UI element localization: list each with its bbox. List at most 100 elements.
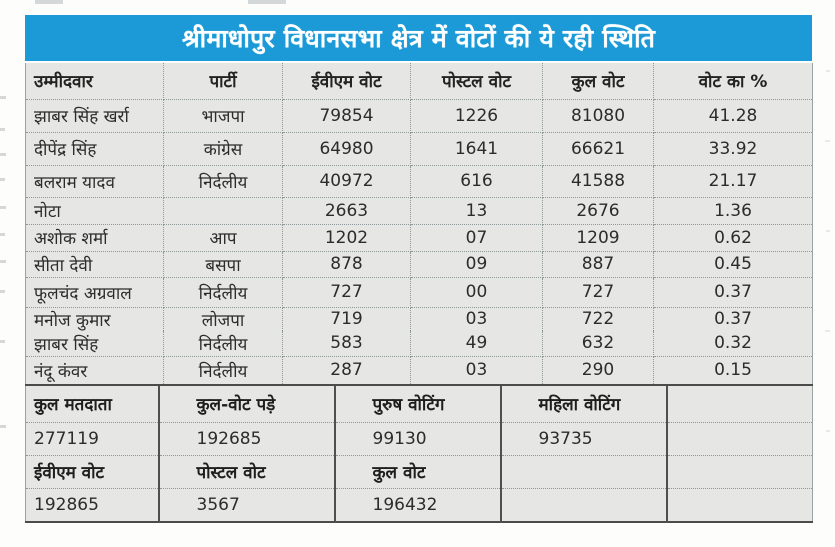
cell-vote-percent: 1.36 — [653, 197, 813, 225]
scan-artifact — [826, 70, 830, 72]
title-bar: श्रीमाधोपुर विधानसभा क्षेत्र में वोटों क… — [25, 15, 812, 63]
cell-total-votes: 81080 — [542, 99, 654, 133]
cell-postal-votes: 1226 — [410, 99, 543, 133]
cell-vote-percent: 0.62 — [653, 224, 813, 252]
scan-artifact — [248, 0, 286, 4]
cell-vote-percent: 33.92 — [653, 132, 813, 166]
cell-vote-percent: 0.15 — [714, 360, 752, 381]
value-total-votes: 196432 — [334, 488, 502, 522]
scan-artifact — [35, 0, 63, 4]
table-row: फूलचंद अग्रवाल निर्दलीय 727 00 727 0.37 — [25, 277, 813, 308]
table-row: बलराम यादव निर्दलीय 40972 616 41588 21.1… — [25, 165, 813, 198]
scan-artifact — [825, 140, 830, 142]
summary-header-row: ईवीएम वोट पोस्टल वोट कुल वोट — [25, 455, 813, 489]
cell-evm-votes: 40972 — [282, 165, 411, 198]
cell-evm-votes: 64980 — [282, 132, 411, 166]
scan-artifact — [0, 128, 5, 131]
col-header-total-votes: कुल वोट — [542, 63, 654, 100]
value-male-voting: 99130 — [334, 422, 502, 456]
cell-evm-votes: 583 — [282, 331, 411, 357]
cell-postal-votes: 07 — [410, 224, 543, 252]
scan-artifact — [0, 96, 6, 99]
cell-party: निर्दलीय — [163, 165, 283, 198]
cell-postal-votes: 13 — [410, 197, 543, 225]
cell-total-votes: 1209 — [542, 224, 654, 252]
cell-candidate: नंदू कंवर — [25, 356, 164, 385]
cell-evm-votes: 727 — [282, 277, 411, 308]
table-row: सीता देवी बसपा 878 09 887 0.45 — [25, 251, 813, 278]
cell-postal-votes: 1641 — [410, 132, 543, 166]
cell-vote-percent: 41.28 — [653, 99, 813, 133]
cell-candidate: झाबर सिंह — [25, 331, 164, 357]
cell-party: आप — [163, 224, 283, 252]
table-row: मनोज कुमार लोजपा 719 03 722 0.37 — [25, 307, 813, 331]
value-postal-votes: 3567 — [158, 488, 336, 522]
cell-total-votes: 887 — [542, 251, 654, 278]
scan-artifact — [0, 340, 5, 343]
col-header-evm-votes: ईवीएम वोट — [282, 63, 411, 100]
value-total-voters: 277119 — [25, 422, 160, 456]
cell-evm-votes: 2663 — [282, 197, 411, 225]
value-evm-votes: 192865 — [25, 488, 160, 522]
cell-evm-votes: 79854 — [282, 99, 411, 133]
cell-candidate: बलराम यादव — [25, 165, 164, 198]
scan-artifact — [0, 206, 6, 209]
cell-candidate: दीपेंद्र सिंह — [25, 132, 164, 166]
cell-vote-percent: 0.37 — [653, 277, 813, 308]
summary-table: कुल मतदाता कुल-वोट पड़े पुरुष वोटिंग महि… — [25, 386, 813, 523]
cell-candidate: सीता देवी — [25, 251, 164, 278]
cell-empty — [666, 422, 813, 456]
cell-candidate: झाबर सिंह खर्रा — [25, 99, 164, 133]
summary-value-row: 277119 192685 99130 93735 — [25, 422, 813, 456]
cell-empty — [666, 386, 813, 423]
table-row: नंदू कंवर निर्दलीय 287 03 290 0.15 — [25, 356, 813, 385]
summary-header-row: कुल मतदाता कुल-वोट पड़े पुरुष वोटिंग महि… — [25, 386, 813, 423]
results-header-row: उम्मीदवार पार्टी ईवीएम वोट पोस्टल वोट कु… — [25, 63, 813, 100]
col-header-vote-percent: वोट का % — [653, 63, 813, 100]
cell-evm-votes: 719 — [282, 307, 411, 331]
label-evm-votes: ईवीएम वोट — [25, 455, 160, 489]
summary-value-row: 192865 3567 196432 — [25, 488, 813, 522]
cell-party: कांग्रेस — [163, 132, 283, 166]
results-table: उम्मीदवार पार्टी ईवीएम वोट पोस्टल वोट कु… — [25, 63, 813, 386]
label-total-votes: कुल वोट — [334, 455, 502, 489]
cell-total-votes: 727 — [542, 277, 654, 308]
cell-party: लोजपा — [163, 307, 283, 331]
cell-postal-votes: 09 — [410, 251, 543, 278]
value-total-votes-cast: 192685 — [158, 422, 336, 456]
cell-total-votes: 66621 — [542, 132, 654, 166]
cell-empty — [667, 488, 813, 522]
cell-vote-percent: 0.32 — [653, 331, 813, 357]
cell-empty — [500, 455, 668, 489]
label-female-voting: महिला वोटिंग — [500, 386, 668, 423]
value-female-voting: 93735 — [500, 422, 668, 456]
cell-candidate: फूलचंद अग्रवाल — [25, 277, 164, 308]
cell-party: बसपा — [163, 251, 283, 278]
table-row: दीपेंद्र सिंह कांग्रेस 64980 1641 66621 … — [25, 132, 813, 166]
table-row: अशोक शर्मा आप 1202 07 1209 0.62 — [25, 224, 813, 252]
cell-vote-percent: 0.37 — [714, 309, 752, 330]
cell-postal-votes: 616 — [410, 165, 543, 198]
cell-candidate: नोटा — [25, 197, 164, 225]
label-male-voting: पुरुष वोटिंग — [334, 386, 502, 423]
scan-artifact — [0, 153, 6, 156]
label-total-votes-cast: कुल-वोट पड़े — [158, 386, 336, 423]
cell-party: निर्दलीय — [163, 331, 283, 357]
cell-party — [163, 197, 283, 225]
cell-vote-percent: 21.17 — [653, 165, 813, 198]
table-row: झाबर सिंह खर्रा भाजपा 79854 1226 81080 4… — [25, 99, 813, 133]
table-row: नोटा 2663 13 2676 1.36 — [25, 197, 813, 225]
cell-evm-votes: 1202 — [282, 224, 411, 252]
scan-artifact — [0, 260, 6, 263]
cell-party: निर्दलीय — [163, 277, 283, 308]
cell-evm-votes: 287 — [282, 356, 411, 385]
cell-empty — [666, 455, 813, 489]
cell-total-votes: 290 — [542, 356, 654, 385]
cell-total-votes: 2676 — [542, 197, 654, 225]
cell-party: भाजपा — [163, 99, 283, 133]
cell-evm-votes: 878 — [282, 251, 411, 278]
cell-postal-votes: 03 — [410, 307, 543, 331]
scan-artifact — [826, 430, 830, 432]
cell-party: निर्दलीय — [163, 356, 283, 385]
